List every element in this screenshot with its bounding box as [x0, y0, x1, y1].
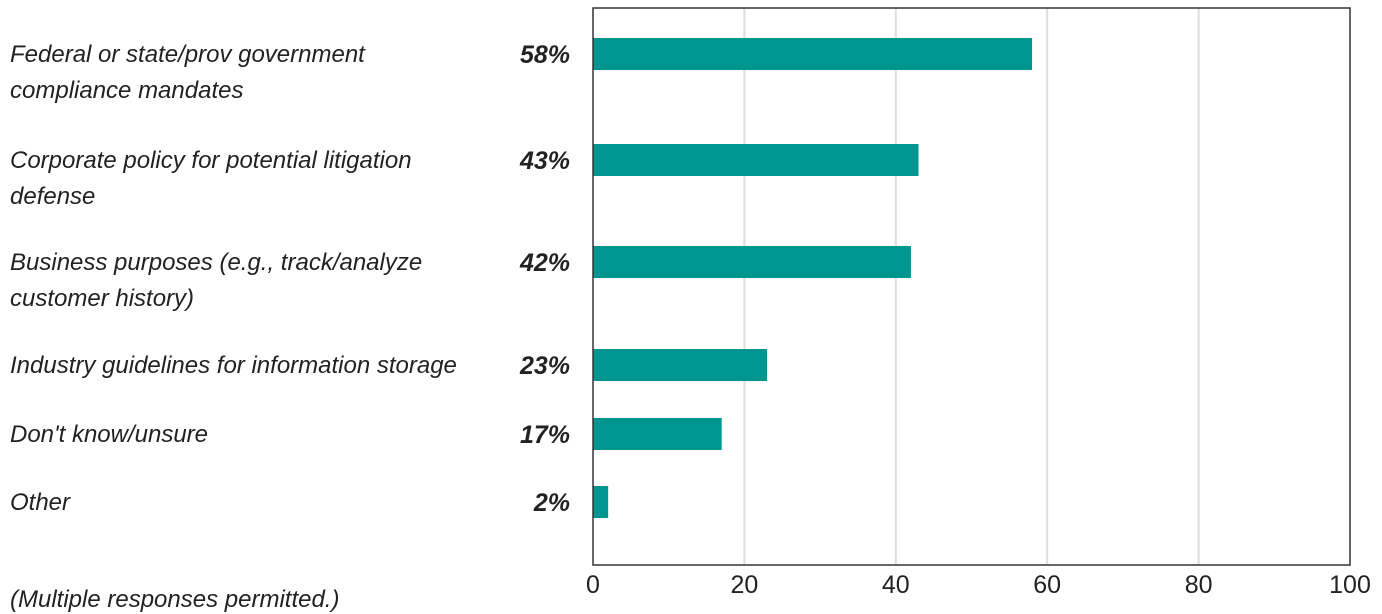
category-label-5: Don't know/unsure: [10, 421, 208, 448]
category-label-3-line-2: customer history): [10, 285, 194, 312]
x-tick-label-20: 20: [730, 571, 758, 599]
category-label-1-line-1: Federal or state/prov government: [10, 41, 366, 68]
category-label-4: Industry guidelines for information stor…: [10, 352, 457, 379]
x-tick-label-100: 100: [1329, 571, 1371, 599]
data-label-5: 17%: [520, 421, 570, 449]
x-tick-label-40: 40: [882, 571, 910, 599]
bar-layer: [593, 38, 1033, 518]
data-label-3: 42%: [519, 249, 570, 277]
bar-3: [593, 246, 911, 278]
category-label-1-line-2: compliance mandates: [10, 77, 243, 104]
footnote: (Multiple responses permitted.): [10, 586, 339, 613]
grid-layer: [743, 8, 1200, 565]
data-label-6: 2%: [533, 489, 570, 517]
data-label-4: 23%: [519, 352, 570, 380]
bar-5: [593, 418, 722, 450]
x-axis-ticks: 0 20 40 60 80 100: [586, 571, 1371, 599]
data-label-2: 43%: [519, 147, 570, 175]
category-label-6: Other: [10, 489, 71, 516]
bar-2: [593, 144, 919, 176]
bar-4: [593, 349, 768, 381]
bar-6: [593, 486, 609, 518]
x-tick-label-80: 80: [1185, 571, 1213, 599]
x-tick-label-60: 60: [1033, 571, 1061, 599]
bar-1: [593, 38, 1033, 70]
x-tick-label-0: 0: [586, 571, 600, 599]
plot-frame: [592, 7, 1351, 566]
category-label-3-line-1: Business purposes (e.g., track/analyze: [10, 249, 422, 276]
category-labels: Federal or state/prov government complian…: [10, 41, 457, 516]
category-label-2-line-1: Corporate policy for potential litigatio…: [10, 147, 412, 174]
data-label-1: 58%: [520, 41, 570, 69]
category-label-2-line-2: defense: [10, 183, 95, 210]
data-labels: 58% 43% 42% 23% 17% 2%: [519, 41, 570, 517]
